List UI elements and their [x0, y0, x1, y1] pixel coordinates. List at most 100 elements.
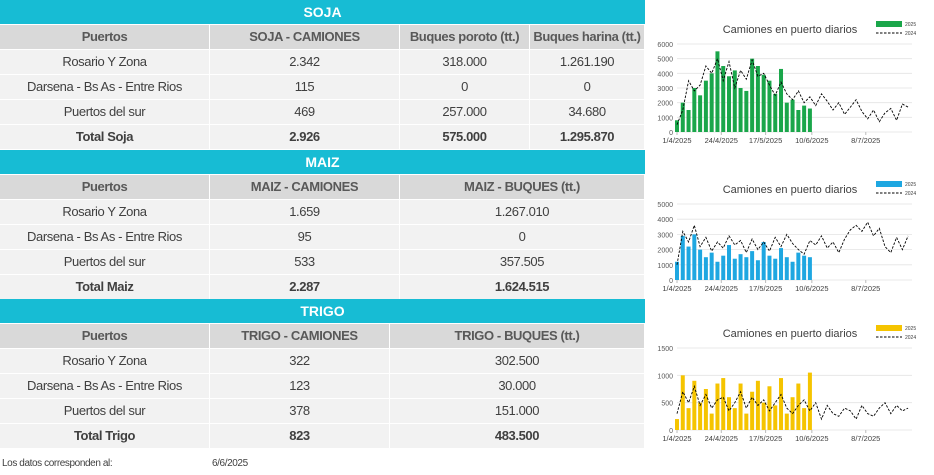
x-tick-label: 1/4/2025 [662, 136, 691, 145]
bar [709, 73, 714, 132]
y-tick-label: 2000 [657, 248, 673, 255]
bar [738, 254, 743, 280]
table-cell: 322 [210, 349, 390, 374]
column-header: Buques poroto (tt.) [400, 25, 530, 50]
bar [698, 95, 703, 132]
x-tick-label: 10/6/2025 [795, 136, 828, 145]
bar [692, 380, 697, 430]
bar [680, 235, 685, 280]
bar [767, 255, 772, 280]
line [676, 221, 909, 265]
y-tick-label: 3000 [657, 232, 673, 239]
bar [686, 246, 691, 280]
y-tick-label: 4000 [657, 71, 673, 78]
table-cell: 123 [210, 374, 390, 399]
table-cell: 2.342 [210, 50, 400, 75]
chart-title: Camiones en puerto diarios [723, 328, 858, 340]
bar [675, 419, 679, 430]
table-cell: Puertos del sur [0, 100, 210, 125]
bar [703, 389, 708, 430]
legend-label: 2025 [905, 182, 916, 188]
bar [767, 80, 772, 132]
table-cell: 115 [210, 75, 400, 100]
column-header: Puertos [0, 324, 210, 349]
table-cell: 30.000 [390, 374, 645, 399]
table-cell: 575.000 [400, 125, 530, 150]
bar [732, 408, 737, 430]
bar [715, 51, 720, 133]
legend-label: 2025 [905, 326, 916, 332]
bar [761, 242, 766, 280]
y-tick-label: 0 [669, 130, 673, 137]
bar [732, 70, 737, 132]
table-cell: 1.295.870 [530, 125, 645, 150]
bar [807, 108, 812, 132]
bar [727, 76, 732, 132]
table-cell: 1.267.010 [400, 200, 645, 225]
table-cell: Total Trigo [0, 424, 210, 449]
bar [703, 80, 708, 132]
bar [779, 68, 784, 132]
chart: Camiones en puerto diarios 0 1000 2000 3000 4… [650, 178, 930, 298]
y-tick-label: 5000 [657, 202, 673, 209]
bar [732, 258, 737, 280]
x-tick-label: 24/4/2025 [705, 136, 738, 145]
table-cell: 823 [210, 424, 390, 449]
table-cell: 378 [210, 399, 390, 424]
bar [761, 402, 766, 430]
bar [744, 257, 749, 280]
bar [727, 245, 732, 280]
table-cell: 2.287 [210, 275, 400, 300]
bar [675, 120, 679, 132]
y-tick-label: 1500 [657, 346, 673, 353]
section-title: TRIGO [0, 299, 645, 324]
bar [680, 375, 685, 430]
x-tick-label: 17/5/2025 [749, 284, 782, 293]
table-cell: Puertos del sur [0, 250, 210, 275]
table-cell: 357.505 [400, 250, 645, 275]
bar [698, 402, 703, 430]
column-header: MAIZ - BUQUES (tt.) [400, 175, 645, 200]
bar [692, 234, 697, 280]
x-tick-label: 17/5/2025 [749, 136, 782, 145]
x-tick-label: 17/5/2025 [749, 434, 782, 443]
x-tick-label: 8/7/2025 [851, 136, 880, 145]
table-cell: Puertos del sur [0, 399, 210, 424]
x-tick-label: 8/7/2025 [851, 284, 880, 293]
bar [802, 105, 807, 132]
bar [709, 413, 714, 430]
bar [773, 405, 778, 430]
bar [779, 248, 784, 280]
table-cell: 151.000 [390, 399, 645, 424]
bar [755, 260, 760, 280]
bar [796, 383, 801, 430]
column-header: TRIGO - BUQUES (tt.) [390, 324, 645, 349]
bar [790, 99, 795, 132]
legend-label: 2024 [905, 191, 916, 197]
bar [796, 110, 801, 132]
column-header: Puertos [0, 175, 210, 200]
y-tick-label: 500 [661, 401, 673, 408]
chart: Camiones en puerto diarios 0 500 1000 1500 1/… [650, 322, 930, 448]
table-cell: 469 [210, 100, 400, 125]
x-tick-label: 24/4/2025 [705, 284, 738, 293]
bar [784, 102, 789, 132]
table-cell: 1.624.515 [400, 275, 645, 300]
y-tick-label: 1000 [657, 115, 673, 122]
legend-label: 2024 [905, 335, 916, 341]
y-tick-label: 2000 [657, 101, 673, 108]
table-cell: Total Soja [0, 125, 210, 150]
bar [721, 378, 726, 430]
bar [680, 102, 685, 132]
table-cell: 0 [400, 75, 530, 100]
column-header: Puertos [0, 25, 210, 50]
bar [761, 74, 766, 132]
bar [715, 261, 720, 280]
bar [784, 257, 789, 280]
bar [755, 66, 760, 132]
table-cell: 483.500 [390, 424, 645, 449]
bar [744, 413, 749, 430]
table-cell: 1.261.190 [530, 50, 645, 75]
table-cell: 257.000 [400, 100, 530, 125]
x-tick-label: 1/4/2025 [662, 434, 691, 443]
